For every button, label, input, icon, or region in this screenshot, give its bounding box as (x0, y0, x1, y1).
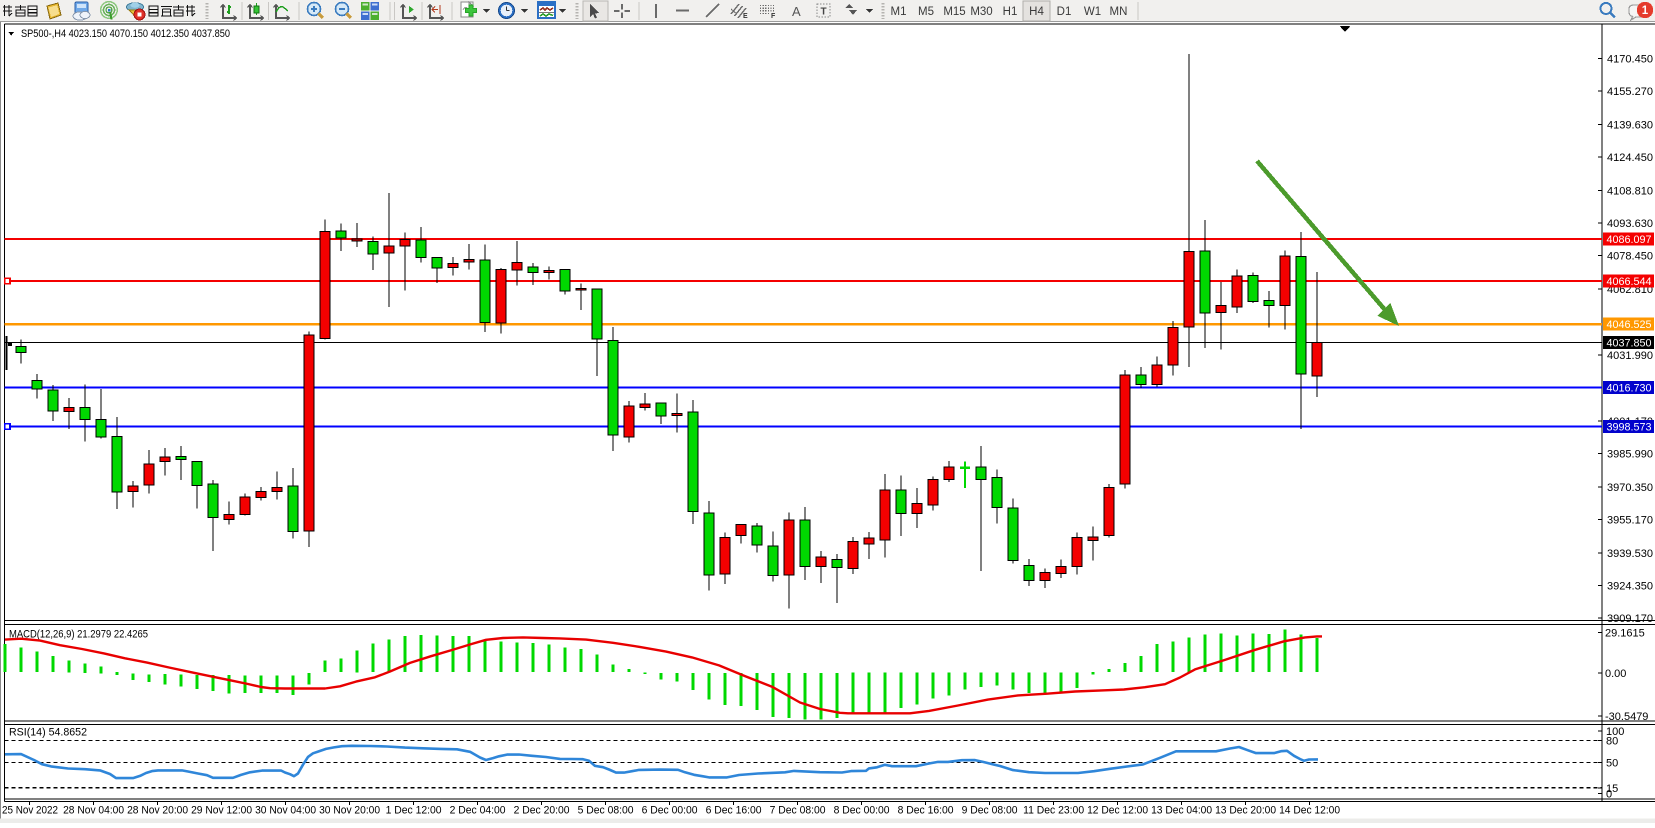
svg-text:14 Dec 12:00: 14 Dec 12:00 (1279, 805, 1340, 817)
svg-text:A: A (792, 4, 801, 19)
svg-text:4139.630: 4139.630 (1607, 120, 1653, 132)
svg-text:4108.810: 4108.810 (1607, 186, 1653, 198)
svg-text:MACD(12,26,9) 21.2979 22.4265: MACD(12,26,9) 21.2979 22.4265 (9, 629, 148, 641)
svg-text:MN: MN (1110, 6, 1128, 18)
svg-text:29.1615: 29.1615 (1605, 628, 1645, 640)
svg-text:F: F (771, 13, 776, 20)
svg-text:12 Dec 12:00: 12 Dec 12:00 (1087, 805, 1148, 817)
svg-text:M15: M15 (943, 6, 965, 18)
svg-text:4086.097: 4086.097 (1607, 234, 1652, 246)
svg-text:4066.544: 4066.544 (1607, 276, 1652, 288)
svg-text:3985.990: 3985.990 (1607, 449, 1653, 461)
svg-text:RSI(14) 54.8652: RSI(14) 54.8652 (9, 727, 87, 739)
svg-text:13 Dec 04:00: 13 Dec 04:00 (1151, 805, 1212, 817)
svg-text:11 Dec 23:00: 11 Dec 23:00 (1023, 805, 1084, 817)
svg-text:4046.525: 4046.525 (1607, 319, 1652, 331)
svg-text:D1: D1 (1057, 6, 1072, 18)
svg-text:3955.170: 3955.170 (1607, 515, 1653, 527)
svg-text:80: 80 (1606, 736, 1618, 748)
svg-text:4170.450: 4170.450 (1607, 54, 1653, 66)
svg-text:M5: M5 (918, 6, 934, 18)
svg-text:3939.530: 3939.530 (1607, 548, 1653, 560)
svg-text:4031.990: 4031.990 (1607, 350, 1653, 362)
svg-text:4155.270: 4155.270 (1607, 86, 1653, 98)
svg-text:5 Dec 08:00: 5 Dec 08:00 (578, 805, 634, 817)
svg-text:H4: H4 (1029, 6, 1044, 18)
svg-text:3924.350: 3924.350 (1607, 580, 1653, 592)
svg-text:6 Dec 16:00: 6 Dec 16:00 (706, 805, 762, 817)
svg-text:3998.573: 3998.573 (1607, 422, 1652, 434)
svg-text:3909.170: 3909.170 (1607, 613, 1653, 625)
svg-text:100: 100 (1606, 726, 1624, 738)
svg-text:SP500-,H4 4023.150 4070.150 4: SP500-,H4 4023.150 4070.150 4012.350 403… (21, 28, 230, 40)
svg-text:30 Nov 04:00: 30 Nov 04:00 (255, 805, 316, 817)
svg-text:W1: W1 (1084, 6, 1101, 18)
svg-text:25 Nov 2022: 25 Nov 2022 (2, 805, 58, 817)
svg-text:1 Dec 12:00: 1 Dec 12:00 (386, 805, 442, 817)
svg-text:2 Dec 20:00: 2 Dec 20:00 (514, 805, 570, 817)
svg-text:0.00: 0.00 (1605, 668, 1626, 680)
svg-text:H1: H1 (1003, 6, 1018, 18)
svg-text:M1: M1 (891, 6, 907, 18)
svg-text:E: E (743, 13, 748, 20)
svg-text:13 Dec 20:00: 13 Dec 20:00 (1215, 805, 1276, 817)
svg-text:28 Nov 04:00: 28 Nov 04:00 (63, 805, 124, 817)
svg-text:8 Dec 00:00: 8 Dec 00:00 (834, 805, 890, 817)
svg-text:2 Dec 04:00: 2 Dec 04:00 (450, 805, 506, 817)
svg-text:4093.630: 4093.630 (1607, 218, 1653, 230)
svg-text:29 Nov 12:00: 29 Nov 12:00 (191, 805, 252, 817)
svg-text:4016.730: 4016.730 (1607, 383, 1652, 395)
svg-text:50: 50 (1606, 758, 1618, 770)
svg-text:T: T (821, 7, 827, 18)
svg-text:15: 15 (1606, 783, 1618, 795)
svg-text:4124.450: 4124.450 (1607, 152, 1653, 164)
svg-text:3970.350: 3970.350 (1607, 482, 1653, 494)
svg-text:8 Dec 16:00: 8 Dec 16:00 (898, 805, 954, 817)
svg-text:1: 1 (1642, 5, 1649, 17)
svg-text:6 Dec 00:00: 6 Dec 00:00 (642, 805, 698, 817)
svg-text:M30: M30 (970, 6, 992, 18)
svg-text:30 Nov 20:00: 30 Nov 20:00 (319, 805, 380, 817)
svg-text:4078.450: 4078.450 (1607, 251, 1653, 263)
svg-text:4037.850: 4037.850 (1607, 338, 1652, 350)
svg-text:9 Dec 08:00: 9 Dec 08:00 (962, 805, 1018, 817)
svg-text:0: 0 (1606, 789, 1612, 801)
svg-text:-30.5479: -30.5479 (1605, 711, 1648, 723)
svg-text:7 Dec 08:00: 7 Dec 08:00 (770, 805, 826, 817)
svg-text:28 Nov 20:00: 28 Nov 20:00 (127, 805, 188, 817)
